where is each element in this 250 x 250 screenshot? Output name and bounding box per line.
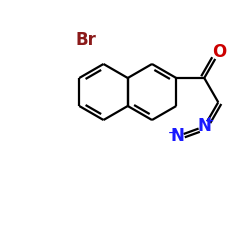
Text: O: O — [212, 43, 226, 61]
Text: N: N — [171, 127, 185, 145]
Text: +: + — [204, 116, 214, 126]
Text: −: − — [168, 128, 177, 138]
Text: Br: Br — [75, 31, 96, 49]
Text: N: N — [197, 118, 211, 136]
